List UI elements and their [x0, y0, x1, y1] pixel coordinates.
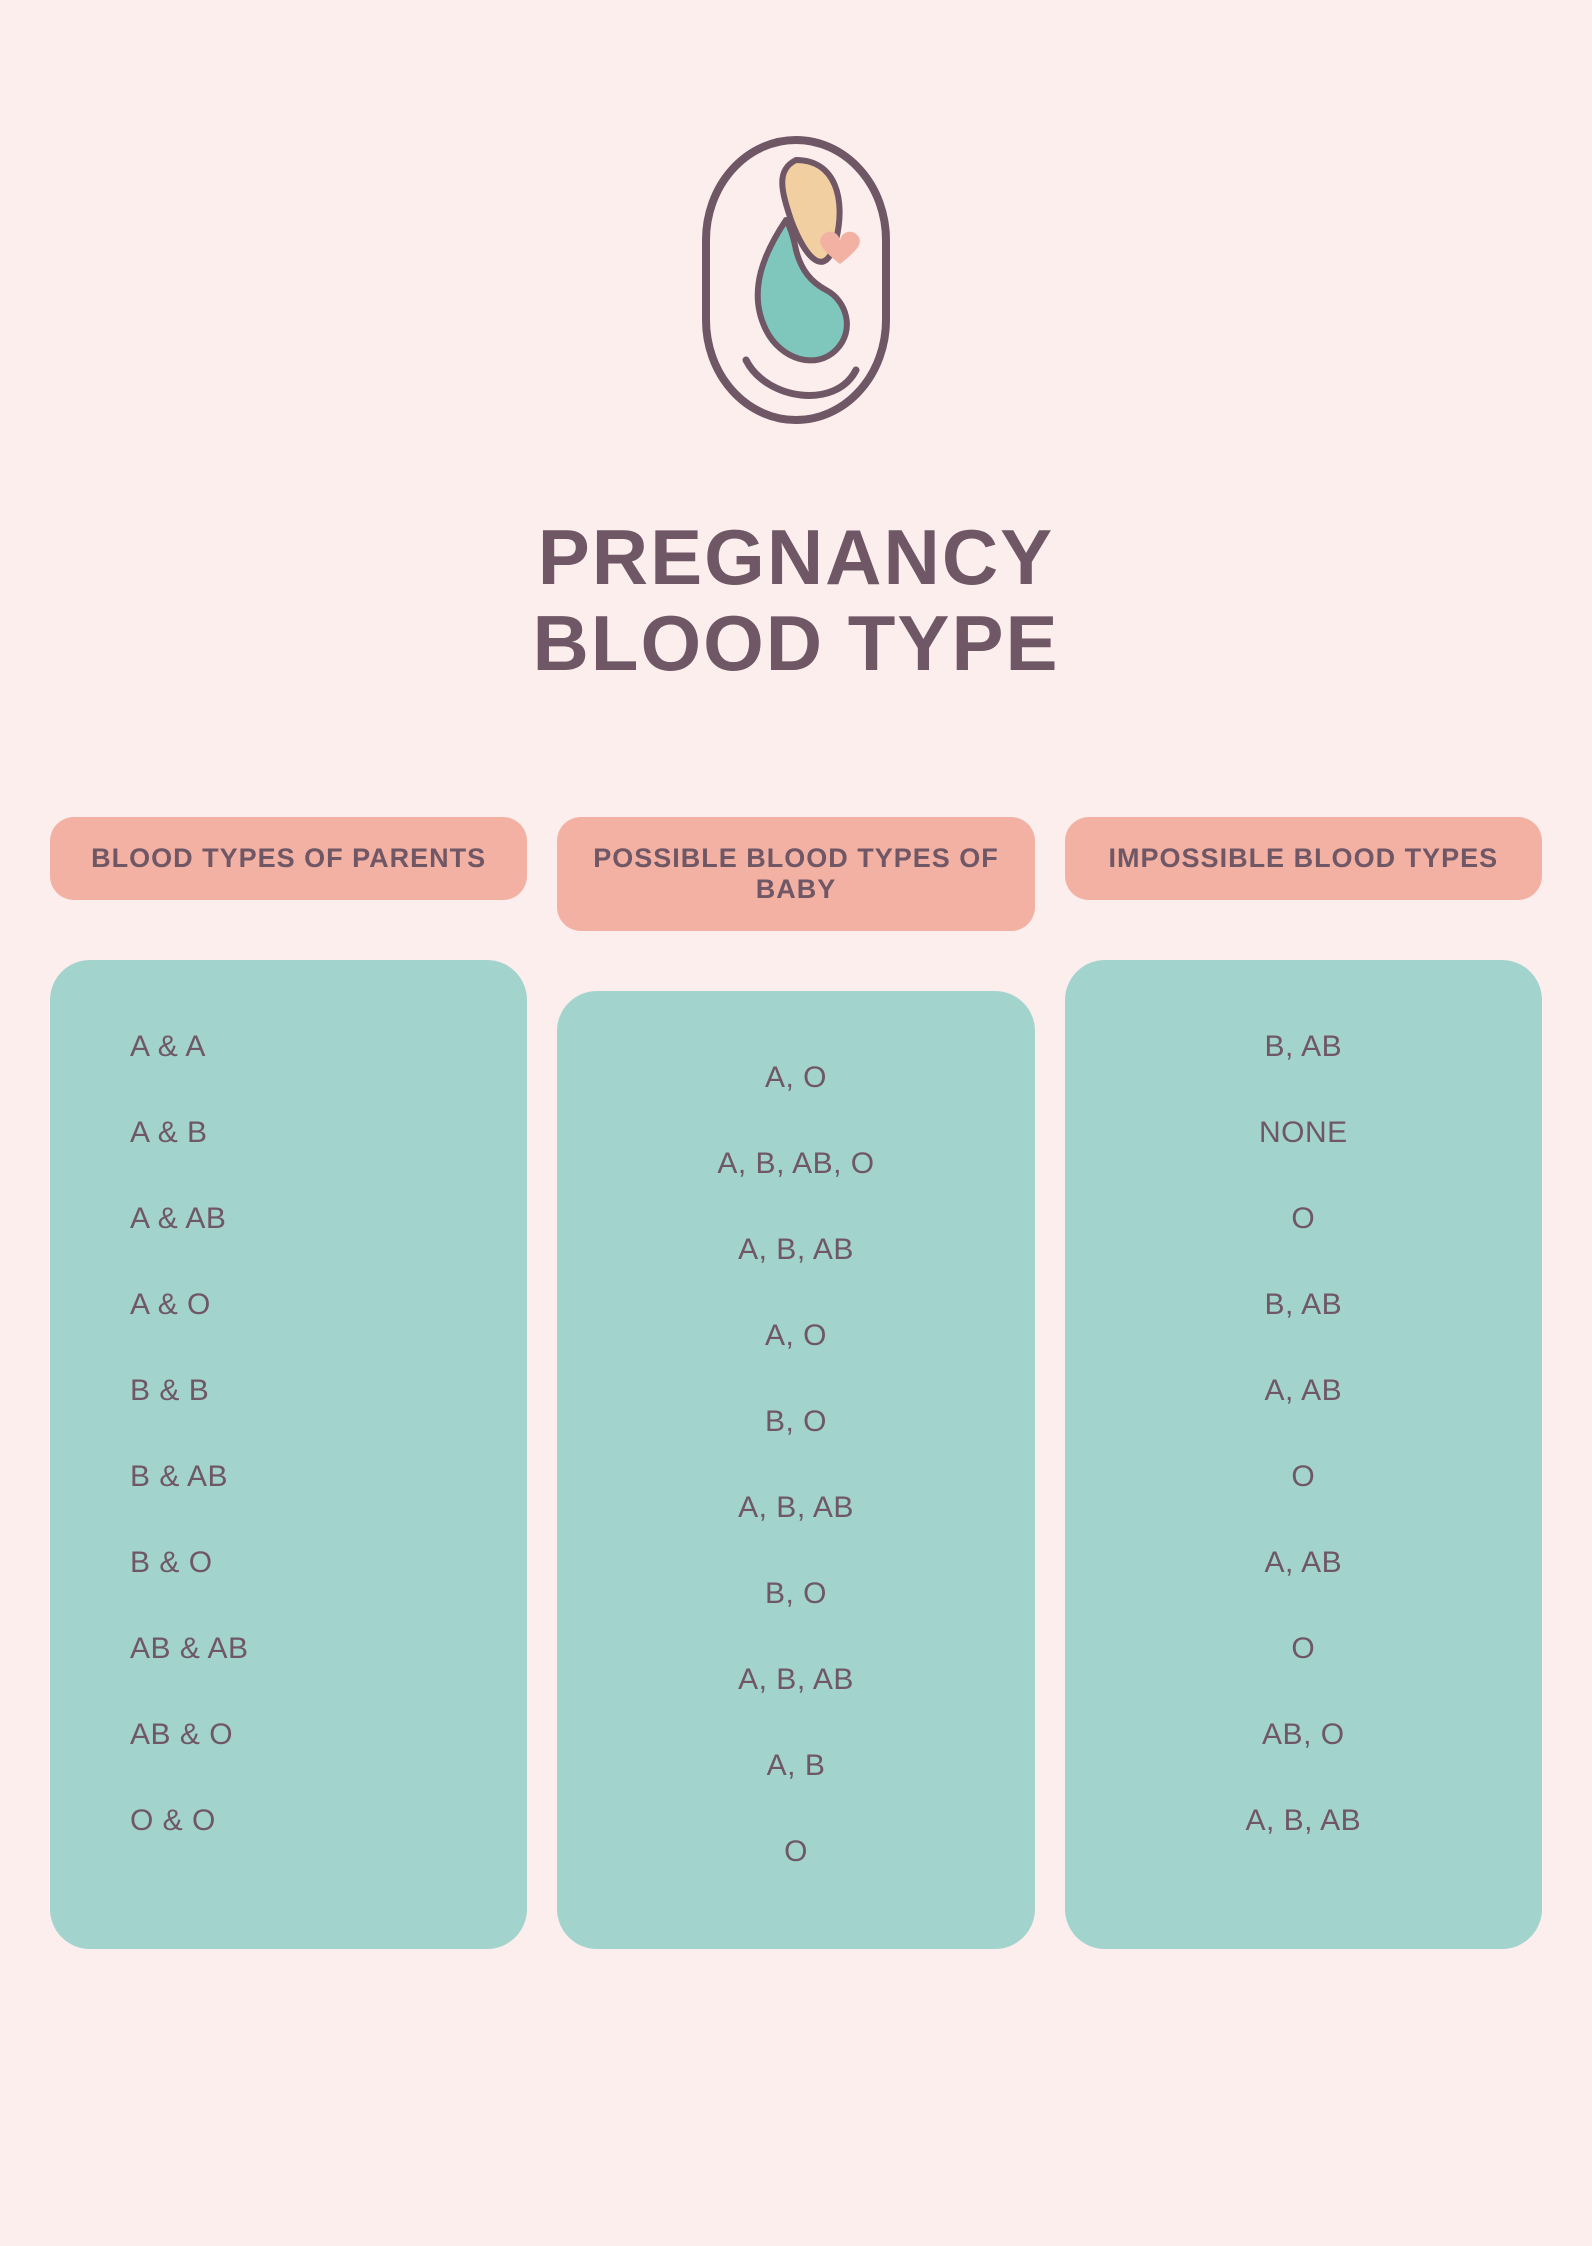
table-row: A & AB [90, 1202, 487, 1236]
pregnancy-logo [676, 120, 916, 445]
table-row: O [597, 1835, 994, 1869]
table-row: B, AB [1105, 1030, 1502, 1064]
column-parents: BLOOD TYPES OF PARENTS A & A A & B A & A… [50, 817, 527, 1949]
table-row: A, O [597, 1061, 994, 1095]
table-columns: BLOOD TYPES OF PARENTS A & A A & B A & A… [0, 817, 1592, 1949]
table-row: B, O [597, 1577, 994, 1611]
table-row: AB, O [1105, 1718, 1502, 1752]
page-title: PREGNANCY BLOOD TYPE [532, 515, 1059, 687]
table-row: A, B, AB [1105, 1804, 1502, 1838]
column-possible: POSSIBLE BLOOD TYPES OF BABY A, O A, B, … [557, 817, 1034, 1949]
column-body-impossible: B, AB NONE O B, AB A, AB O A, AB O AB, O… [1065, 960, 1542, 1949]
table-row: A, B, AB [597, 1491, 994, 1525]
column-body-possible: A, O A, B, AB, O A, B, AB A, O B, O A, B… [557, 991, 1034, 1949]
table-row: A, AB [1105, 1374, 1502, 1408]
table-row: AB & AB [90, 1632, 487, 1666]
table-row: A, B [597, 1749, 994, 1783]
table-row: O [1105, 1202, 1502, 1236]
table-row: A, B, AB, O [597, 1147, 994, 1181]
page: PREGNANCY BLOOD TYPE BLOOD TYPES OF PARE… [0, 0, 1592, 2246]
table-row: A, AB [1105, 1546, 1502, 1580]
table-row: A, B, AB [597, 1233, 994, 1267]
table-row: B & B [90, 1374, 487, 1408]
table-row: A & B [90, 1116, 487, 1150]
table-row: A, O [597, 1319, 994, 1353]
column-header-possible: POSSIBLE BLOOD TYPES OF BABY [557, 817, 1034, 931]
column-header-parents: BLOOD TYPES OF PARENTS [50, 817, 527, 900]
table-row: O [1105, 1632, 1502, 1666]
table-row: O & O [90, 1804, 487, 1838]
table-row: O [1105, 1460, 1502, 1494]
table-row: AB & O [90, 1718, 487, 1752]
table-row: A, B, AB [597, 1663, 994, 1697]
title-line-1: PREGNANCY [538, 513, 1054, 601]
table-row: B, O [597, 1405, 994, 1439]
title-line-2: BLOOD TYPE [532, 599, 1059, 687]
column-impossible: IMPOSSIBLE BLOOD TYPES B, AB NONE O B, A… [1065, 817, 1542, 1949]
column-body-parents: A & A A & B A & AB A & O B & B B & AB B … [50, 960, 527, 1949]
table-row: B, AB [1105, 1288, 1502, 1322]
column-header-impossible: IMPOSSIBLE BLOOD TYPES [1065, 817, 1542, 900]
table-row: A & A [90, 1030, 487, 1064]
table-row: B & O [90, 1546, 487, 1580]
table-row: NONE [1105, 1116, 1502, 1150]
table-row: A & O [90, 1288, 487, 1322]
table-row: B & AB [90, 1460, 487, 1494]
pregnancy-icon [676, 120, 916, 440]
